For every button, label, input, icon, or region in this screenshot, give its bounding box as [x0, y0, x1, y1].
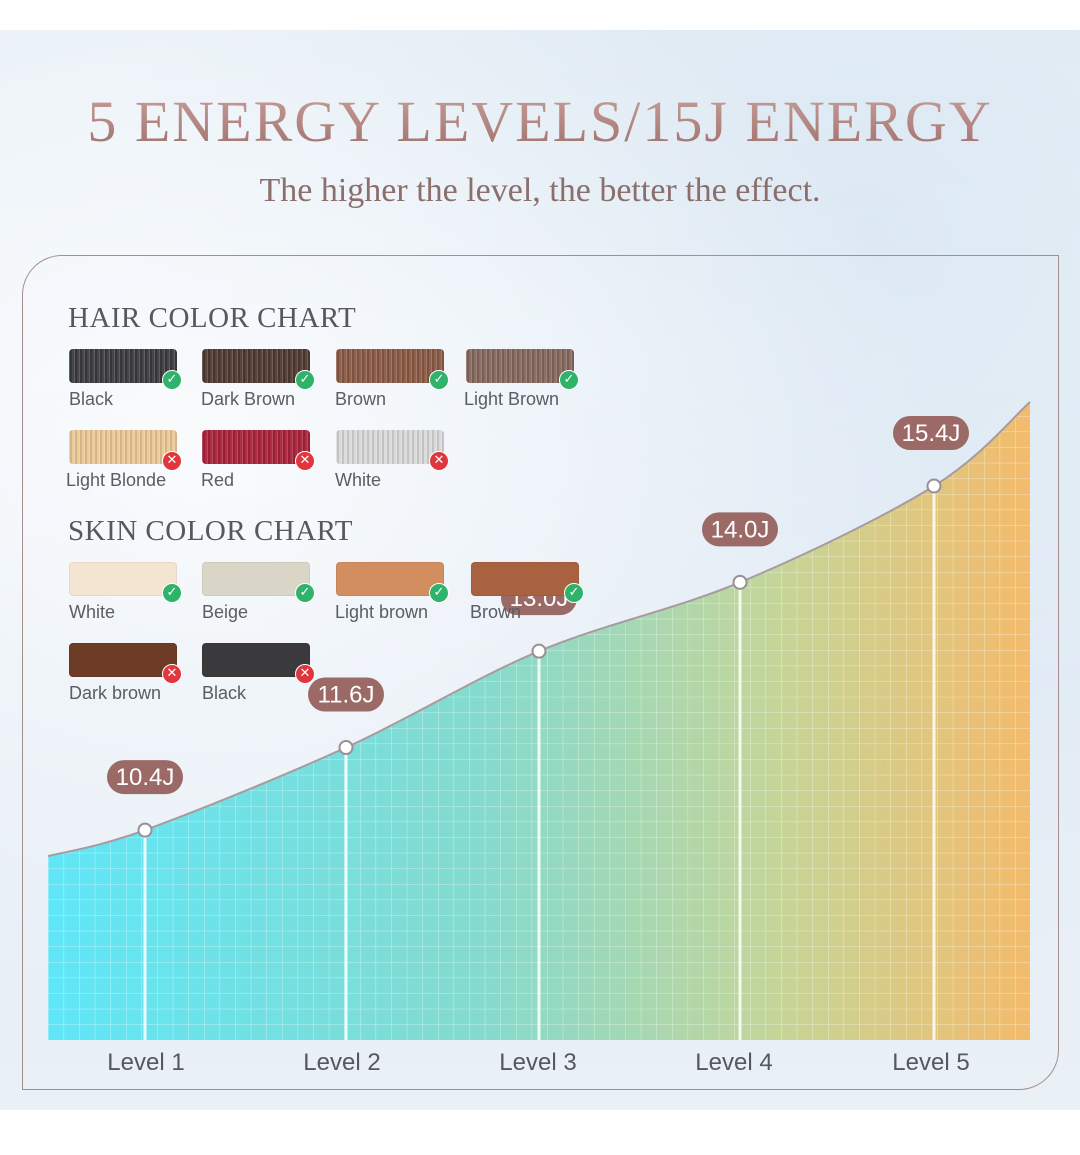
check-icon: ✓ — [429, 583, 449, 603]
hair-color-label: White — [335, 470, 382, 490]
value-pill — [107, 760, 183, 795]
cross-icon: ✕ — [162, 664, 182, 684]
skin-color-label: Brown — [470, 602, 522, 622]
level-label: Level 3 — [499, 1049, 576, 1076]
skin-color-swatch — [202, 562, 310, 596]
data-point — [926, 478, 942, 494]
page-subtitle: The higher the level, the better the eff… — [259, 172, 821, 209]
check-icon: ✓ — [295, 370, 315, 390]
skin-color-swatch — [471, 562, 579, 596]
level-label: Level 2 — [303, 1049, 380, 1076]
hair-color-swatch — [69, 349, 177, 383]
cross-icon: ✕ — [429, 451, 449, 471]
data-point — [137, 822, 153, 838]
hair-color-label: Light Blonde — [66, 470, 167, 490]
hair-color-swatch — [336, 349, 444, 383]
check-icon: ✓ — [564, 583, 584, 603]
hair-color-label: Red — [201, 470, 235, 490]
skin-chart-title: SKIN COLOR CHART — [68, 515, 354, 547]
skin-color-label: Beige — [202, 602, 249, 622]
data-point — [338, 740, 354, 756]
hair-chart-title: HAIR COLOR CHART — [68, 302, 357, 334]
value-label: 10.4J — [116, 764, 175, 791]
data-point — [531, 643, 547, 659]
check-icon: ✓ — [162, 370, 182, 390]
skin-color-label: Dark brown — [69, 683, 162, 703]
cross-icon: ✕ — [295, 451, 315, 471]
skin-color-label: Black — [202, 683, 247, 703]
hair-color-label: Light Brown — [464, 389, 560, 409]
cross-icon: ✕ — [295, 664, 315, 684]
hair-color-swatch — [466, 349, 574, 383]
level-label: Level 5 — [892, 1049, 969, 1076]
check-icon: ✓ — [429, 370, 449, 390]
data-point — [732, 574, 748, 590]
page-title: 5 ENERGY LEVELS/15J ENERGY — [0, 88, 1080, 155]
skin-color-swatch — [336, 562, 444, 596]
hair-color-label: Brown — [335, 389, 387, 409]
skin-color-swatch — [202, 643, 310, 677]
cross-icon: ✕ — [162, 451, 182, 471]
skin-color-label: Light brown — [335, 602, 429, 622]
hair-color-swatch — [202, 430, 310, 464]
check-icon: ✓ — [162, 583, 182, 603]
hair-color-label: Black — [69, 389, 114, 409]
skin-color-label: White — [69, 602, 116, 622]
skin-color-swatch — [69, 562, 177, 596]
level-label: Level 4 — [695, 1049, 772, 1076]
check-icon: ✓ — [559, 370, 579, 390]
skin-color-swatch — [69, 643, 177, 677]
check-icon: ✓ — [295, 583, 315, 603]
value-pill — [308, 677, 384, 712]
hair-color-swatch — [336, 430, 444, 464]
value-pill — [702, 512, 778, 547]
value-pill — [893, 416, 969, 450]
hair-color-label: Dark Brown — [201, 389, 296, 409]
value-label: 11.6J — [318, 682, 375, 709]
hair-color-swatch — [69, 430, 177, 464]
level-label: Level 1 — [107, 1049, 184, 1076]
hair-color-swatch — [202, 349, 310, 383]
chart-panel — [22, 255, 1059, 1090]
value-label: 15.4J — [902, 420, 961, 447]
value-label: 14.0J — [711, 516, 770, 543]
